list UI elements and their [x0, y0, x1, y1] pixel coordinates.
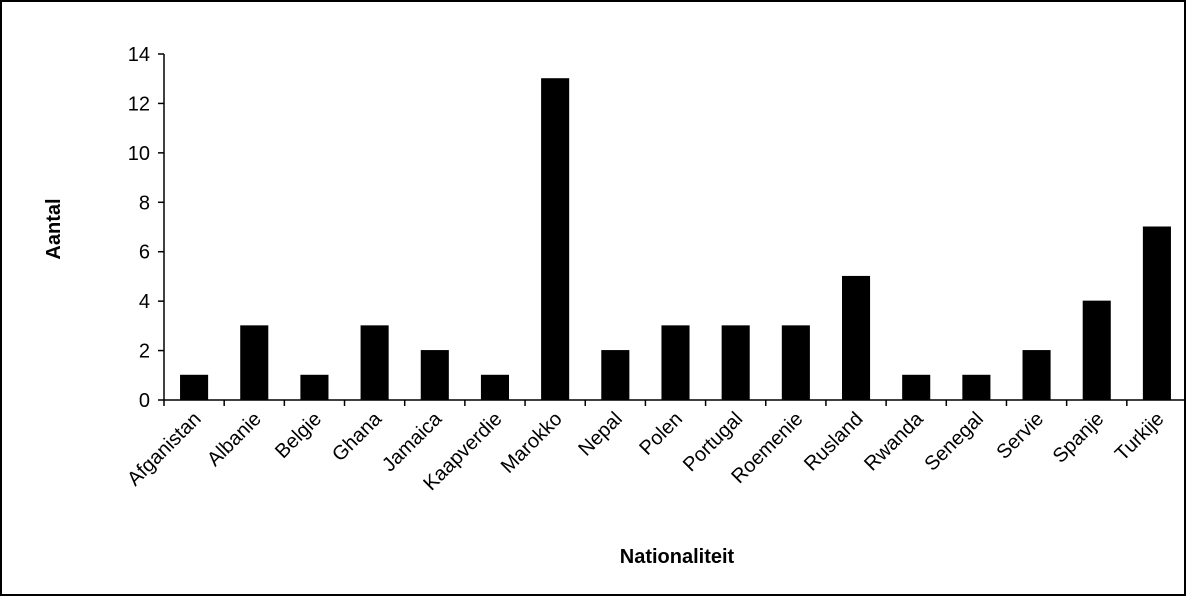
bar-spanje	[1082, 300, 1111, 401]
x-tick-label: Spanje	[1049, 408, 1109, 468]
y-tick-label: 8	[139, 192, 150, 214]
x-tick-label: Albanie	[203, 408, 266, 471]
bar-belgie	[300, 374, 329, 401]
y-tick-label: 2	[139, 341, 150, 363]
y-axis-ticks: 0 2 4 6 8 10 12 14	[128, 44, 164, 412]
bar-kaapverdie	[480, 374, 510, 401]
x-tick-label: Rusland	[800, 408, 867, 475]
bar-nepal	[601, 350, 630, 401]
x-tick-label: Nepal	[574, 408, 627, 461]
x-tick-label: Senegal	[920, 408, 987, 475]
bar-marokko	[541, 78, 570, 401]
y-tick-label: 0	[139, 390, 150, 412]
bar-albanie	[240, 325, 269, 401]
x-axis-title: Nationaliteit	[620, 546, 735, 568]
x-tick-label: Marokko	[497, 408, 567, 478]
x-tick-label: Afganistan	[123, 408, 205, 490]
bar-series	[180, 78, 1171, 401]
y-tick-label: 12	[128, 93, 150, 115]
bar-rwanda	[902, 374, 931, 401]
bar-ghana	[360, 325, 389, 401]
bar-jamaica	[420, 350, 449, 401]
bar-polen	[661, 325, 690, 401]
bar-senegal	[962, 374, 991, 401]
y-tick-label: 6	[139, 242, 150, 264]
bar-portugal	[721, 325, 750, 401]
bar-afganistan	[180, 374, 209, 401]
bar-roemenie	[781, 325, 810, 401]
x-tick-label: Polen	[635, 408, 687, 460]
y-tick-label: 14	[128, 44, 150, 66]
x-tick-label: Belgie	[271, 408, 326, 463]
x-tick-label: Ghana	[328, 407, 387, 466]
x-tick-label: Turkije	[1111, 408, 1168, 465]
y-tick-label: 4	[139, 291, 150, 313]
x-tick-label: Rwanda	[860, 407, 928, 475]
bar-rusland	[841, 275, 871, 401]
y-axis-title: Aantal	[43, 198, 65, 259]
x-tick-label: Servie	[992, 408, 1048, 464]
bar-turkije	[1142, 226, 1171, 401]
bar-servie	[1022, 350, 1051, 401]
y-tick-label: 10	[128, 143, 150, 165]
